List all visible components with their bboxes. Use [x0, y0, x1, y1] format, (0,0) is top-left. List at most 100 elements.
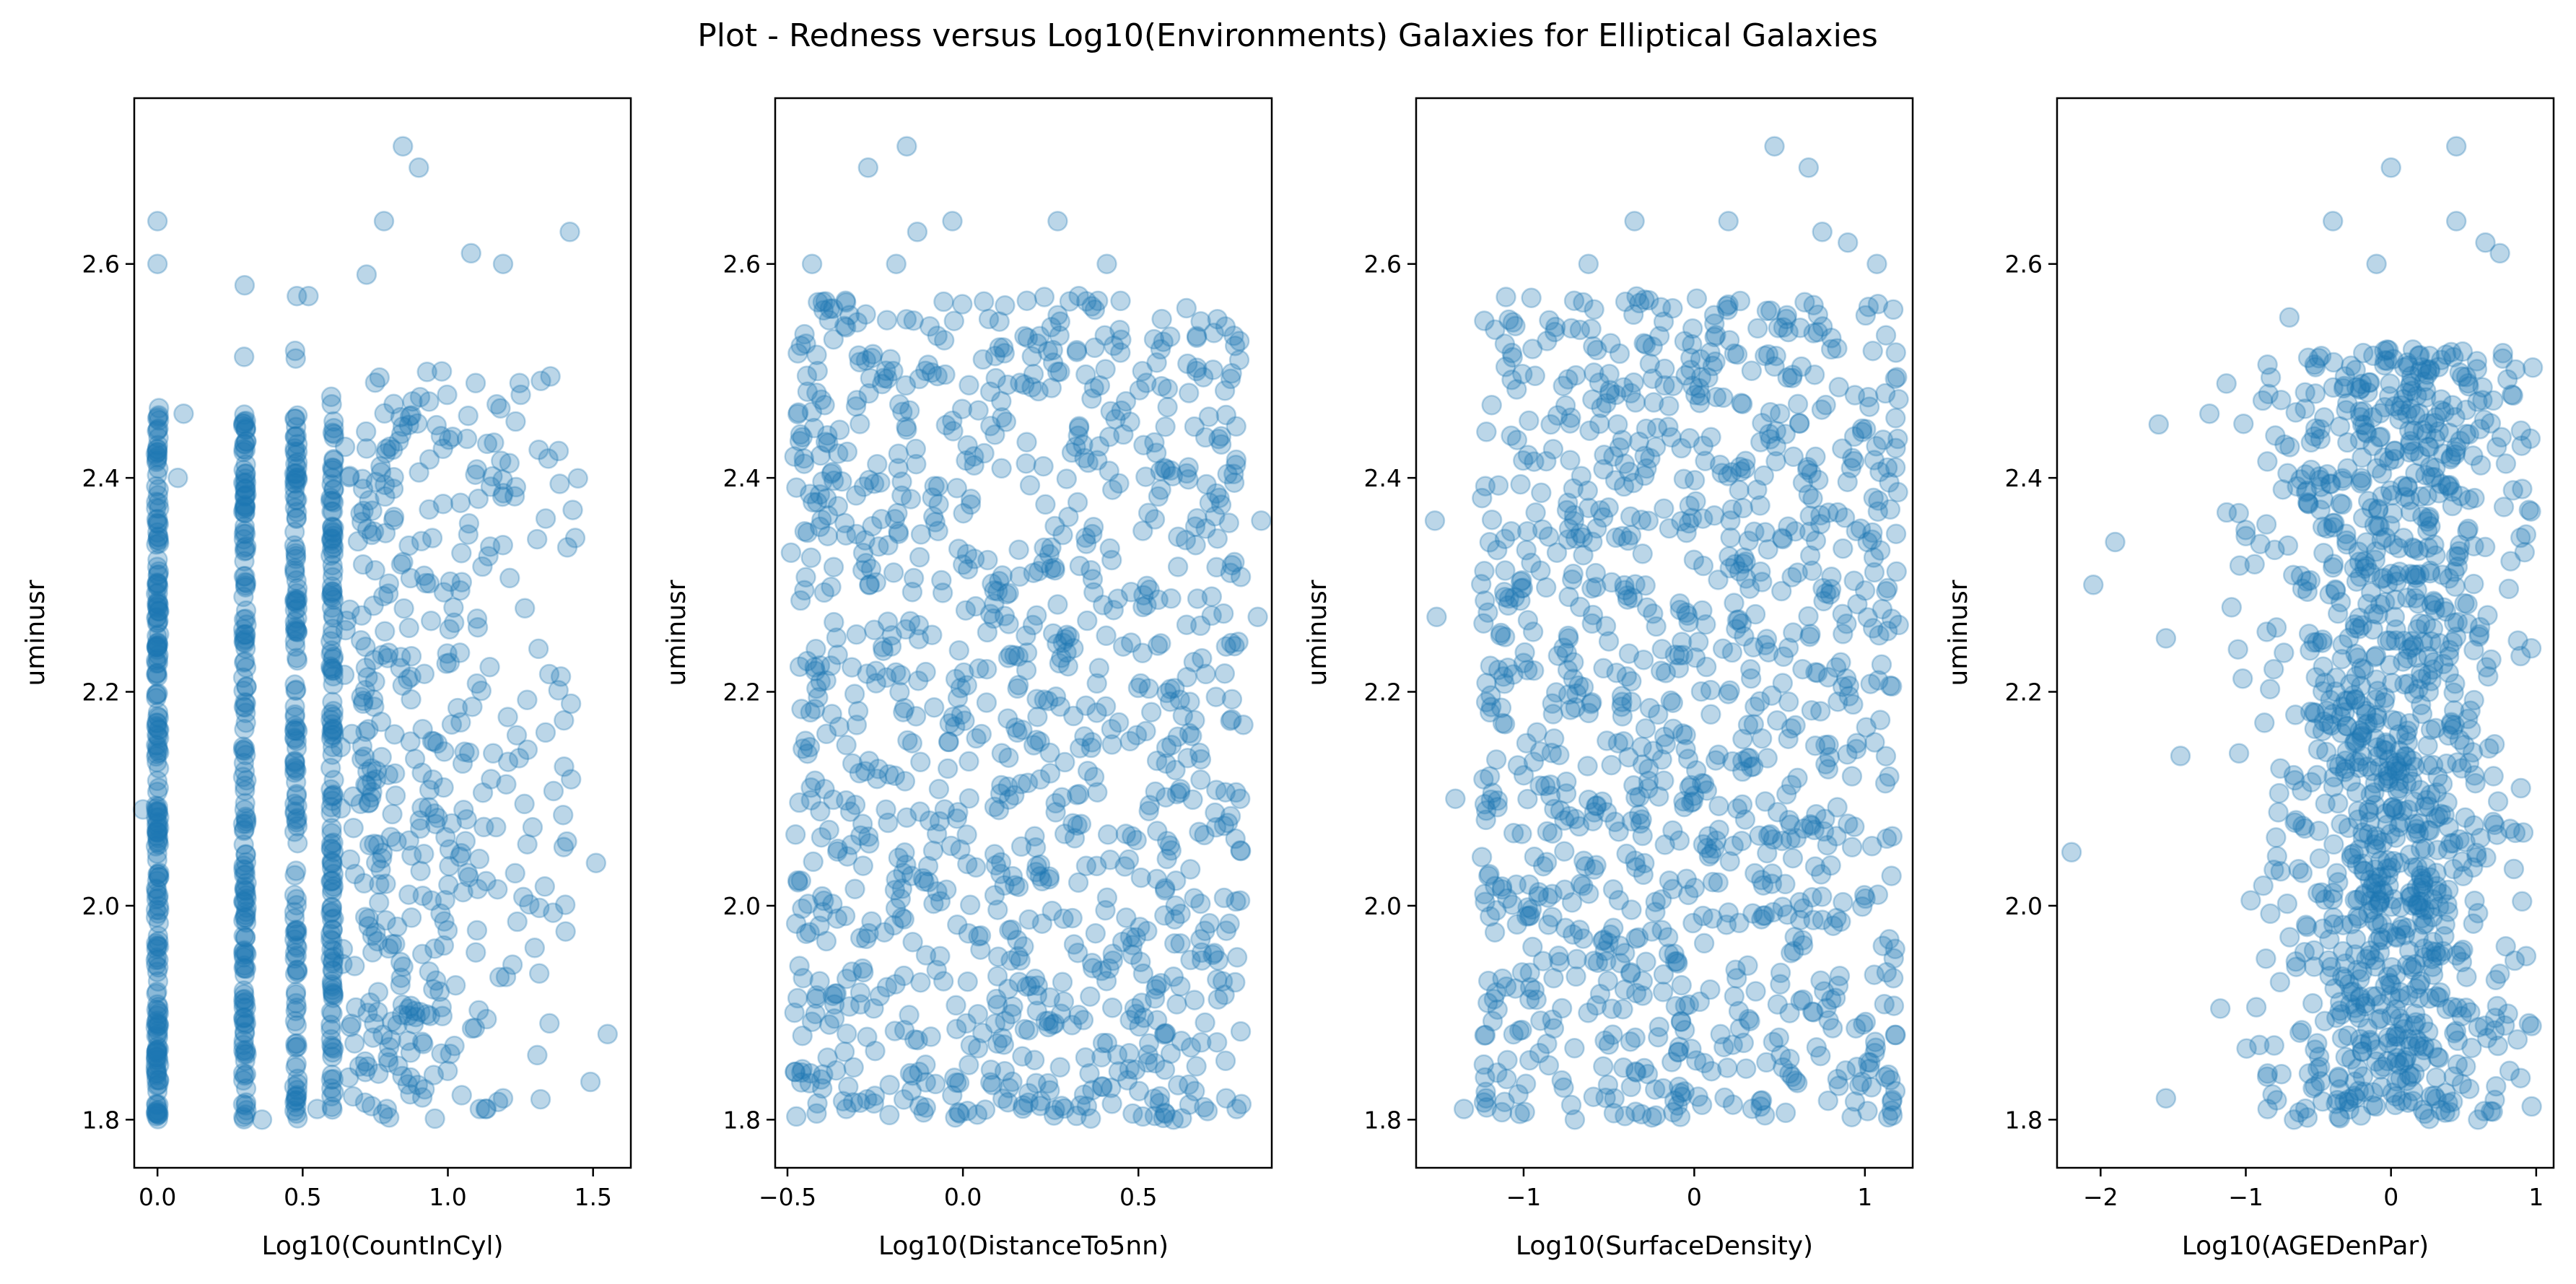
data-point	[433, 582, 455, 603]
data-point	[341, 723, 362, 745]
data-point	[1221, 689, 1243, 710]
data-point	[148, 594, 169, 615]
data-point	[286, 945, 307, 966]
data-point	[2406, 1028, 2427, 1049]
data-point	[1218, 512, 1240, 533]
data-point	[235, 419, 256, 440]
data-point	[322, 516, 343, 537]
data-point	[992, 1088, 1013, 1109]
data-point	[786, 477, 807, 498]
data-point	[2329, 1000, 2350, 1021]
data-point	[147, 1010, 167, 1031]
data-point	[235, 927, 256, 948]
data-point	[2386, 761, 2408, 782]
data-point	[896, 136, 917, 157]
data-point	[1612, 706, 1633, 727]
data-point	[901, 733, 923, 754]
data-point	[887, 502, 908, 524]
data-point	[234, 433, 255, 454]
data-point	[1035, 494, 1056, 515]
data-point	[1654, 834, 1675, 855]
data-point	[149, 600, 170, 622]
data-point	[235, 901, 257, 922]
data-point	[928, 494, 949, 515]
data-point	[1675, 738, 1696, 760]
data-point	[2350, 473, 2371, 494]
y-tick-label: 1.8	[2005, 1106, 2043, 1134]
data-point	[419, 779, 440, 800]
data-point	[1655, 663, 1677, 684]
data-point	[1016, 453, 1036, 474]
data-point	[1004, 785, 1025, 806]
data-point	[1702, 908, 1723, 929]
data-point	[234, 761, 256, 782]
data-point	[284, 929, 305, 950]
data-point	[479, 536, 501, 557]
data-point	[146, 1070, 167, 1091]
data-point	[1770, 974, 1791, 995]
data-point	[233, 925, 254, 946]
data-point	[342, 1086, 364, 1107]
data-point	[1818, 502, 1839, 523]
data-point	[1693, 1052, 1715, 1074]
data-point	[148, 912, 170, 934]
data-point	[1713, 387, 1734, 409]
data-point	[847, 701, 869, 722]
data-point	[1868, 670, 1889, 691]
data-point	[234, 740, 255, 761]
data-point	[1724, 554, 1746, 575]
data-point	[1545, 682, 1567, 703]
data-point	[235, 702, 256, 724]
data-point	[946, 1072, 967, 1093]
data-point	[1771, 580, 1792, 602]
data-point	[1033, 455, 1054, 477]
data-point	[147, 632, 168, 653]
data-point	[2260, 367, 2282, 388]
data-point	[235, 419, 256, 440]
data-point	[147, 666, 168, 687]
data-point	[1560, 450, 1581, 471]
data-point	[907, 222, 928, 243]
y-tick-label: 2.4	[1364, 464, 1402, 492]
data-point	[878, 812, 899, 834]
data-point	[235, 738, 256, 759]
data-point	[234, 876, 256, 897]
data-point	[286, 1086, 307, 1107]
data-point	[147, 994, 168, 1015]
data-point	[816, 723, 837, 745]
data-point	[1564, 1038, 1585, 1059]
data-point	[1700, 427, 1721, 447]
data-point	[507, 911, 528, 933]
data-point	[2484, 814, 2505, 836]
data-point	[235, 657, 257, 678]
data-point	[1210, 494, 1232, 515]
data-point	[1062, 813, 1083, 834]
data-point	[147, 419, 168, 440]
data-point	[1625, 1062, 1647, 1083]
data-point	[357, 667, 378, 688]
data-point	[528, 439, 549, 460]
data-point	[145, 795, 167, 816]
data-point	[2323, 554, 2344, 575]
data-point	[147, 513, 168, 534]
data-point	[1803, 294, 1824, 316]
data-point	[1607, 414, 1628, 435]
data-point	[236, 897, 257, 918]
data-point	[147, 870, 168, 891]
data-point	[287, 650, 308, 671]
data-point	[286, 590, 307, 611]
y-tick-label: 2.4	[2005, 464, 2043, 492]
data-point	[147, 706, 168, 727]
data-point	[984, 580, 1005, 601]
data-point	[1841, 458, 1861, 479]
data-point	[235, 600, 257, 621]
data-point	[147, 625, 167, 647]
data-point	[466, 920, 488, 941]
data-point	[1122, 1103, 1143, 1124]
data-point	[1095, 359, 1116, 380]
data-point	[1092, 1076, 1113, 1098]
data-point	[2501, 384, 2523, 406]
data-point	[1215, 1050, 1236, 1072]
data-point	[1049, 311, 1071, 332]
data-point	[147, 663, 167, 684]
